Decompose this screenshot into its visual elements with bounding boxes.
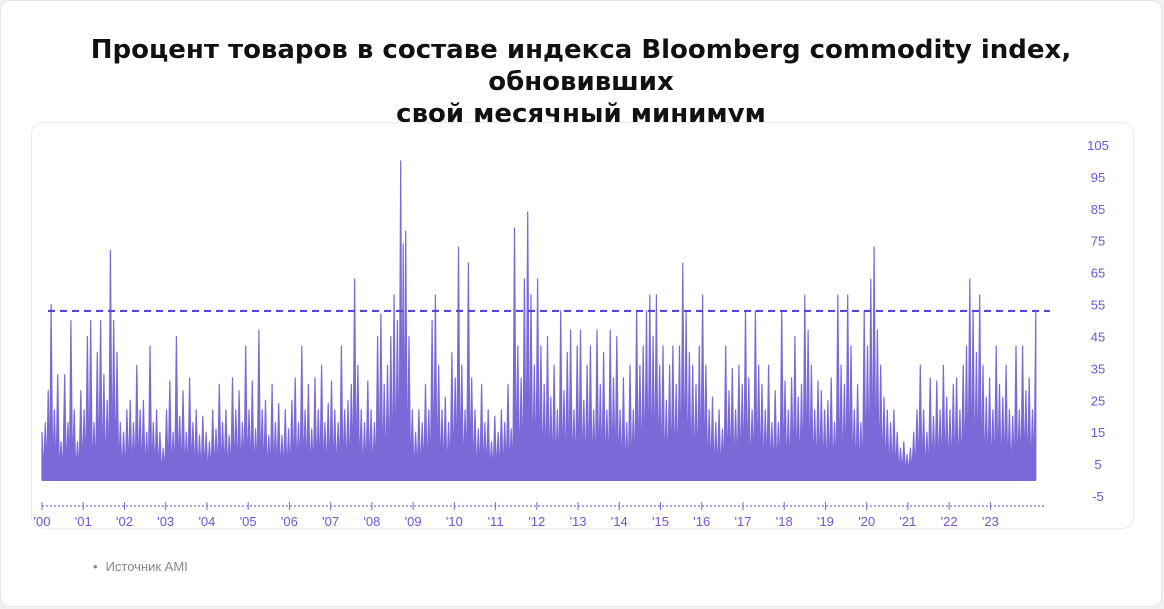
chart-svg: 105 95 85 75 65 55 45 35 25 15 5 -5 '00 '01 '02 '03 '04 '…: [34, 138, 1109, 529]
x-tick-label: '10: [446, 514, 463, 529]
y-tick-label: 95: [1091, 170, 1105, 185]
x-tick-label: '07: [322, 514, 339, 529]
x-tick-label: '05: [240, 514, 257, 529]
chart-title: Процент товаров в составе индекса Bloomb…: [1, 34, 1161, 130]
x-tick-label: '08: [363, 514, 380, 529]
bullet-icon: •: [93, 559, 98, 574]
y-tick-label: 35: [1091, 361, 1105, 376]
y-tick-label: 105: [1087, 138, 1109, 153]
x-tick-label: '06: [281, 514, 298, 529]
y-tick-label: -5: [1092, 489, 1104, 504]
x-tick-label: '00: [34, 514, 51, 529]
x-tick-label: '21: [899, 514, 916, 529]
x-tick-label: '01: [75, 514, 92, 529]
x-tick-label: '12: [528, 514, 545, 529]
y-tick-label: 85: [1091, 202, 1105, 217]
x-tick-label: '03: [157, 514, 174, 529]
x-tick-label: '19: [817, 514, 834, 529]
x-tick-label: '23: [982, 514, 999, 529]
x-tick-label: '14: [611, 514, 628, 529]
x-tick-label: '13: [570, 514, 587, 529]
y-tick-label: 55: [1091, 298, 1105, 313]
plot-panel: 105 95 85 75 65 55 45 35 25 15 5 -5 '00 '01 '02 '03 '04 '…: [31, 122, 1134, 529]
x-tick-label: '17: [735, 514, 752, 529]
x-tick-label: '15: [652, 514, 669, 529]
y-tick-label: 75: [1091, 234, 1105, 249]
x-tick-label: '16: [693, 514, 710, 529]
y-tick-label: 15: [1091, 425, 1105, 440]
y-tick-label: 65: [1091, 266, 1105, 281]
y-tick-label: 45: [1091, 329, 1105, 344]
chart-title-line-1: Процент товаров в составе индекса Bloomb…: [90, 35, 1072, 97]
x-tick-label: '18: [776, 514, 793, 529]
x-tick-label: '22: [941, 514, 958, 529]
source-note: • Источник AMI: [93, 559, 188, 574]
source-text: Источник AMI: [105, 559, 188, 574]
x-tick-label: '04: [198, 514, 215, 529]
series-area: [41, 160, 1037, 481]
x-tick-label: '20: [858, 514, 875, 529]
y-tick-label: 25: [1091, 393, 1105, 408]
y-tick-label: 5: [1094, 457, 1101, 472]
x-tick-label: '02: [116, 514, 133, 529]
x-tick-label: '09: [405, 514, 422, 529]
x-tick-label: '11: [488, 514, 504, 529]
